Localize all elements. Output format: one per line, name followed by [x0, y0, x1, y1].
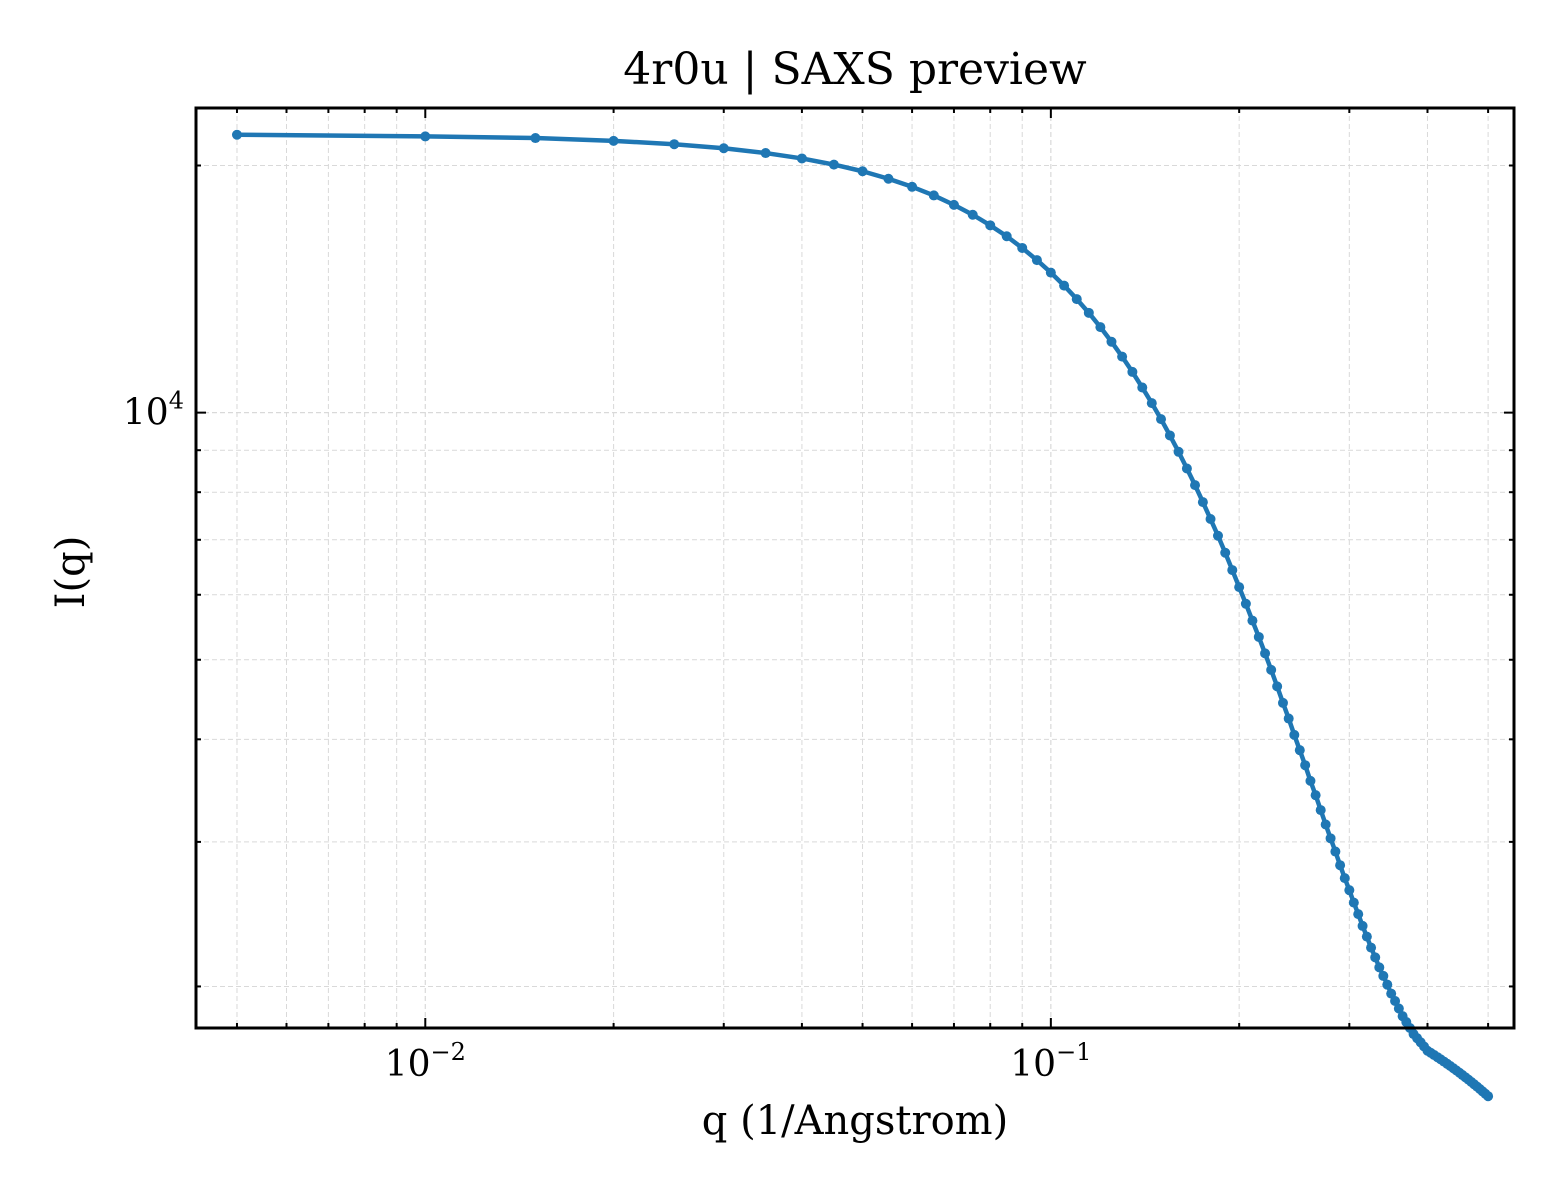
data-point: [1059, 280, 1070, 291]
y-tick-exponent: 4: [169, 387, 184, 415]
data-point: [1310, 790, 1321, 801]
data-point: [1330, 846, 1341, 857]
data-point: [1253, 631, 1264, 642]
data-point: [1320, 819, 1331, 830]
data-point: [1289, 729, 1300, 740]
data-point: [1266, 664, 1277, 675]
x-tick-exponent: −2: [431, 1038, 466, 1066]
data-point: [1247, 615, 1258, 626]
data-point: [1344, 885, 1355, 896]
data-point: [1361, 931, 1372, 942]
data-point: [1146, 398, 1157, 409]
grid-lines: [196, 108, 1514, 1028]
data-point: [967, 209, 978, 220]
axis-ticks: [196, 108, 1514, 1028]
data-point: [1370, 952, 1381, 963]
data-point: [948, 199, 959, 210]
data-point: [1205, 514, 1216, 525]
data-point: [796, 153, 807, 164]
data-point: [530, 133, 541, 144]
data-point: [1378, 970, 1389, 981]
data-point: [718, 143, 729, 154]
x-axis-label: q (1/Angstrom): [702, 1098, 1008, 1144]
data-point: [1156, 414, 1167, 425]
data-point: [1339, 873, 1350, 884]
data-point: [1234, 582, 1245, 593]
data-point: [1117, 351, 1128, 362]
data-point: [1283, 713, 1294, 724]
data-point: [1181, 463, 1192, 474]
data-point: [1483, 1091, 1494, 1102]
data-point: [1300, 760, 1311, 771]
data-point: [1315, 805, 1326, 816]
data-series: [231, 129, 1494, 1102]
data-point: [1164, 430, 1175, 441]
data-point: [1045, 267, 1056, 278]
data-point: [883, 173, 894, 184]
data-point: [1197, 497, 1208, 508]
data-point: [1272, 681, 1283, 692]
data-point: [1220, 547, 1231, 558]
data-point: [1335, 860, 1346, 871]
data-point: [1137, 382, 1148, 393]
data-point: [1357, 920, 1368, 931]
x-tick-label: 10−2: [385, 1038, 466, 1085]
data-point: [1366, 942, 1377, 953]
data-point: [1240, 598, 1251, 609]
data-point: [1071, 294, 1082, 305]
data-point: [857, 166, 868, 177]
data-point: [1001, 231, 1012, 242]
data-point: [985, 220, 996, 231]
data-point: [1353, 909, 1364, 920]
data-point: [1212, 530, 1223, 541]
data-point: [1095, 322, 1106, 333]
data-point: [1127, 366, 1138, 377]
data-point: [1294, 745, 1305, 756]
data-point: [1190, 480, 1201, 491]
data-point: [1382, 979, 1393, 990]
data-point: [1083, 307, 1094, 318]
data-point: [760, 148, 771, 159]
data-point: [1325, 833, 1336, 844]
data-point: [1173, 446, 1184, 457]
data-point: [1277, 697, 1288, 708]
data-point: [231, 129, 242, 140]
data-point: [1305, 775, 1316, 786]
x-tick-exponent: −1: [1056, 1038, 1091, 1066]
data-point: [907, 181, 918, 192]
data-point: [1386, 988, 1397, 999]
y-axis-label: I(q): [48, 536, 94, 609]
data-point: [1227, 565, 1238, 576]
data-point: [608, 135, 619, 146]
data-point: [1393, 1003, 1404, 1014]
data-point: [928, 190, 939, 201]
x-tick-label: 10−1: [1010, 1038, 1091, 1085]
plot-area-frame: [194, 106, 1516, 1030]
data-point: [1374, 962, 1385, 973]
data-point: [1017, 242, 1028, 253]
data-point: [1106, 336, 1117, 347]
data-point: [1031, 255, 1042, 266]
chart-title: 4r0u | SAXS preview: [623, 44, 1087, 95]
data-point: [828, 159, 839, 170]
data-point: [420, 131, 431, 142]
data-point: [1260, 648, 1271, 659]
data-point: [1390, 996, 1401, 1007]
data-point: [669, 139, 680, 150]
data-point: [1348, 897, 1359, 908]
